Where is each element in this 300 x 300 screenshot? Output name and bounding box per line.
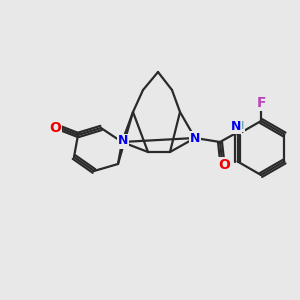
Text: H: H bbox=[236, 121, 244, 131]
Text: F: F bbox=[256, 96, 266, 110]
Text: N: N bbox=[190, 131, 200, 145]
Text: N: N bbox=[118, 134, 128, 148]
Text: O: O bbox=[218, 158, 230, 172]
Text: O: O bbox=[49, 121, 61, 135]
Text: N: N bbox=[231, 119, 241, 133]
